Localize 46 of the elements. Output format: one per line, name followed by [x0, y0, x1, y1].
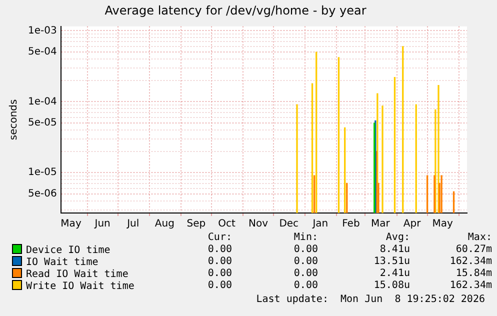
- text: 0.00: [206, 244, 232, 256]
- x-tick-label: May: [60, 218, 82, 230]
- text: 15.08u: [372, 280, 410, 293]
- x-tick-label: Oct: [218, 218, 236, 230]
- text: 162.34m: [448, 256, 492, 268]
- legend-label: Device IO time: [25, 244, 112, 257]
- text: 0.00: [206, 268, 232, 280]
- legend-label: IO Wait time: [25, 256, 100, 269]
- y-tick-label: 1e-05: [28, 167, 57, 178]
- x-tick-label: Dec: [279, 218, 299, 230]
- text: 0.00: [206, 280, 232, 293]
- text: 15.84m: [454, 268, 492, 280]
- text: 13.51u: [372, 256, 410, 268]
- y-tick-label: 1e-03: [28, 25, 57, 36]
- legend-label: Read IO Wait time: [25, 268, 130, 281]
- chart-title: Average latency for /dev/vg/home - by year: [104, 3, 366, 18]
- x-tick-label: Aug: [154, 218, 174, 230]
- x-tick-label: Feb: [342, 218, 360, 230]
- x-tick-label: May: [432, 218, 453, 230]
- text: Min:: [292, 232, 318, 244]
- y-axis-title: seconds: [8, 99, 20, 140]
- text: 0.00: [292, 256, 318, 268]
- x-tick-label: Jul: [126, 218, 140, 230]
- text: 0.00: [292, 280, 318, 293]
- x-tick-label: Jun: [94, 218, 110, 230]
- text: 0.00: [292, 244, 318, 256]
- x-tick-label: Nov: [248, 218, 268, 230]
- text: Cur:: [206, 232, 232, 244]
- text: 8.41u: [378, 244, 410, 256]
- y-tick-label: 5e-06: [28, 188, 57, 200]
- y-tick-label: 5e-05: [28, 118, 57, 129]
- text: Max:: [466, 232, 492, 244]
- text: Avg:: [384, 232, 410, 244]
- text: 0.00: [292, 268, 318, 280]
- x-tick-label: Mar: [371, 218, 391, 230]
- x-tick-label: Sep: [186, 218, 206, 230]
- legend-label: Write IO Wait time: [25, 280, 136, 293]
- text: 162.34m: [448, 280, 492, 293]
- text: 0.00: [206, 256, 232, 268]
- y-tick-label: 5e-04: [28, 46, 57, 58]
- text: Last update: Mon Jun 8 19:25:02 2026: [256, 294, 485, 305]
- y-tick-label: 1e-04: [28, 96, 57, 108]
- text: 60.27m: [454, 244, 492, 256]
- x-tick-label: Apr: [403, 218, 422, 230]
- x-tick-label: Jan: [312, 218, 328, 230]
- text: 2.41u: [378, 268, 410, 280]
